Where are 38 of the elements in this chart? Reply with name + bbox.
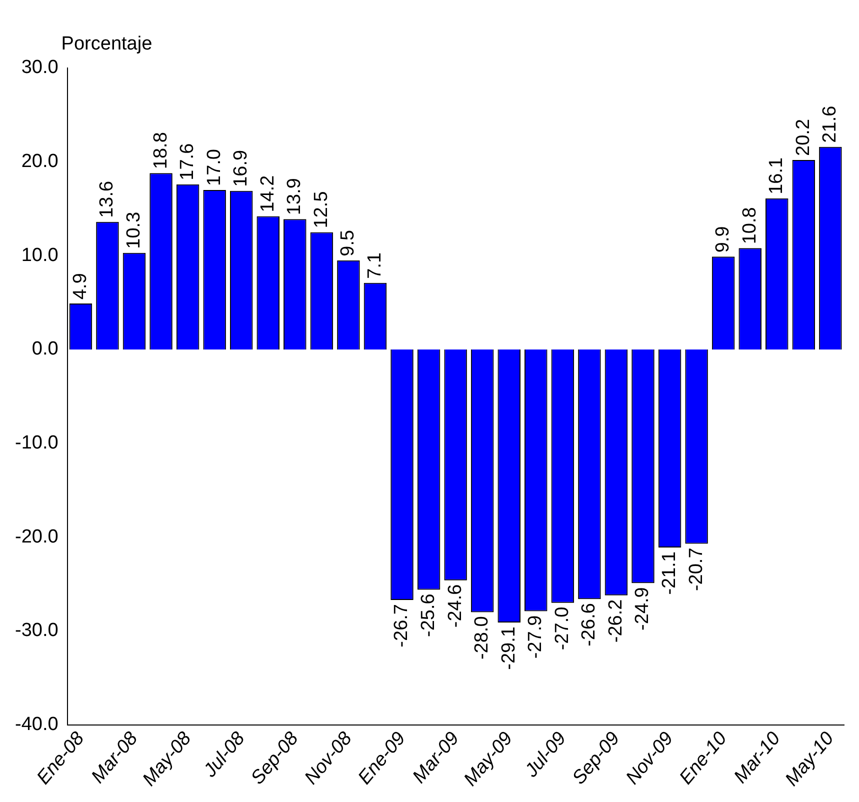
y-tick-label: 0.0 (32, 338, 58, 360)
data-label: 13.9 (284, 178, 306, 216)
y-tick-label: -20.0 (14, 526, 58, 548)
y-tick-label: 30.0 (21, 57, 58, 78)
data-label: 13.6 (96, 180, 118, 218)
data-label: 4.9 (70, 273, 91, 300)
data-label: 16.1 (766, 157, 788, 194)
data-label: 17.6 (177, 143, 198, 180)
data-label: 10.3 (123, 212, 144, 249)
data-label: 7.1 (364, 252, 386, 279)
data-label: -26.6 (578, 603, 600, 646)
data-label: 12.5 (310, 191, 332, 228)
data-label: -24.9 (632, 587, 654, 630)
data-label: -28.0 (472, 616, 493, 660)
data-label: 18.8 (150, 132, 172, 170)
y-axis-title: Porcentaje (61, 34, 152, 55)
y-tick-label: -30.0 (14, 620, 58, 642)
data-label: -25.6 (418, 594, 440, 638)
data-label: 16.9 (230, 150, 252, 187)
data-label: 14.2 (257, 175, 278, 212)
data-label: 17.0 (204, 148, 225, 186)
data-label: -27.0 (552, 606, 573, 650)
data-label: 9.5 (338, 230, 359, 256)
data-label: -24.6 (444, 584, 466, 628)
data-label: 21.6 (820, 106, 841, 143)
data-label: -21.1 (659, 551, 680, 595)
y-tick-label: -40.0 (14, 714, 58, 736)
data-label: 9.9 (712, 226, 734, 253)
data-label: -29.1 (498, 626, 520, 670)
data-label: -27.9 (525, 615, 546, 659)
data-label: -20.7 (686, 548, 707, 592)
data-label: 10.8 (739, 207, 760, 244)
y-tick-label: -10.0 (14, 432, 58, 454)
data-label: -26.2 (605, 599, 626, 643)
data-label: 20.2 (792, 118, 814, 156)
data-label: -26.7 (391, 604, 412, 648)
y-tick-label: 20.0 (21, 151, 58, 172)
y-tick-label: 10.0 (21, 244, 58, 266)
